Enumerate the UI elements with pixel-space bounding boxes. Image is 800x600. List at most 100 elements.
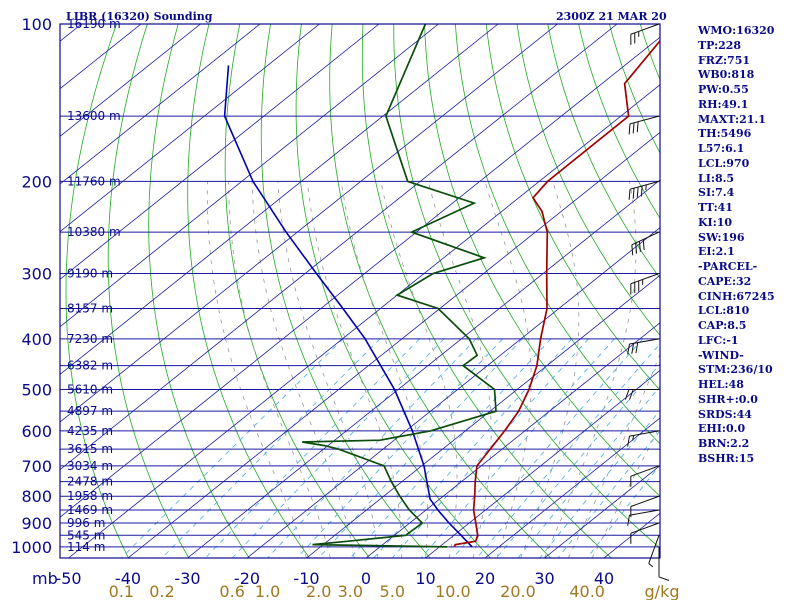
wind-barb-flag xyxy=(631,343,635,354)
isotherm-line xyxy=(246,227,660,558)
pressure-tick-label: 900 xyxy=(21,514,52,533)
wind-barb-flag xyxy=(635,242,638,254)
index-item: PW:0.55 xyxy=(698,83,749,96)
pressure-tick-label: 700 xyxy=(21,457,52,476)
temperature-tick-label: -40 xyxy=(115,569,141,588)
wind-barb-flag xyxy=(632,188,635,199)
wind-barb-staff xyxy=(629,509,660,516)
index-item: WMO:16320 xyxy=(698,24,775,37)
moist-adiabat-line xyxy=(340,181,428,558)
index-item: WB0:818 xyxy=(698,68,755,82)
dry-adiabat-line xyxy=(547,24,660,279)
mixing-ratio-line xyxy=(476,343,660,558)
isotherm-line xyxy=(127,131,660,558)
mixing-ratio-label: 5.0 xyxy=(380,582,405,600)
height-label: 8157 m xyxy=(67,302,113,316)
temperature-tick-label: 20 xyxy=(475,569,495,588)
moist-adiabat-line xyxy=(544,181,637,558)
index-item: L57:6.1 xyxy=(698,142,745,155)
height-label: 2478 m xyxy=(67,475,113,489)
moist-adiabat-line xyxy=(520,181,580,558)
height-label: 10380 m xyxy=(67,225,121,239)
wind-barb-flag xyxy=(642,239,645,251)
chart-grid xyxy=(60,24,660,558)
isotherm-line xyxy=(60,24,201,137)
mixing-ratio-label: 10.0 xyxy=(435,582,471,600)
index-item: -PARCEL- xyxy=(698,260,758,273)
wind-barb xyxy=(630,495,660,518)
wind-barb xyxy=(648,535,660,568)
wind-barb xyxy=(627,338,660,355)
pressure-tick-label: 1000 xyxy=(11,538,52,557)
wind-barb xyxy=(627,509,660,526)
dry-adiabat-line xyxy=(361,24,612,558)
mixing-ratio-line xyxy=(161,338,381,558)
mixing-ratio-unit-label: g/kg xyxy=(645,582,680,600)
isotherm-line xyxy=(60,24,261,185)
dry-adiabat-line xyxy=(609,24,660,154)
station-title: LIBR (16320) Sounding xyxy=(66,10,213,23)
temperature-tick-label: 10 xyxy=(415,569,435,588)
index-item: TP:228 xyxy=(698,38,742,52)
height-label: 6382 m xyxy=(67,359,113,373)
dry-adiabat-line xyxy=(295,24,491,558)
temperature-tick-label: -10 xyxy=(293,569,319,588)
moist-adiabat-line xyxy=(380,181,458,558)
wind-barb-staff xyxy=(648,535,660,564)
dry-adiabat-line xyxy=(224,24,371,558)
isotherm-line xyxy=(187,179,660,558)
wind-barb-staff xyxy=(629,430,660,437)
dewpoint-trace xyxy=(302,24,497,548)
isotherm-line xyxy=(60,24,380,280)
temperature-tick-label: 0 xyxy=(361,569,371,588)
dry-adiabat-line xyxy=(260,24,431,558)
wind-barb-flag xyxy=(631,244,634,256)
height-label: 5610 m xyxy=(67,383,113,397)
moist-adiabat-line xyxy=(206,181,307,558)
dry-adiabat-line xyxy=(578,24,660,219)
wind-barb-flag xyxy=(632,122,635,134)
isotherm-line xyxy=(60,24,439,328)
wind-barb xyxy=(627,430,660,447)
wind-barb xyxy=(624,389,659,400)
pressure-tick-label: 300 xyxy=(21,264,52,283)
wind-barb-flag xyxy=(635,342,639,354)
dry-adiabat-line xyxy=(485,24,660,391)
wind-barb-flag xyxy=(636,121,639,133)
isotherm-line xyxy=(60,36,660,518)
wind-barb-staff xyxy=(629,338,660,345)
wind-barb xyxy=(630,522,660,544)
dry-adiabat-line xyxy=(329,24,552,558)
height-label: 1958 m xyxy=(67,489,113,503)
height-label: 996 m xyxy=(67,516,105,530)
isotherm-line xyxy=(306,274,660,558)
dry-adiabat-line xyxy=(107,24,190,558)
mixing-ratio-line xyxy=(517,386,660,558)
temperature-tick-label: -50 xyxy=(55,569,81,588)
index-item: -WIND- xyxy=(698,348,744,362)
isotherm-line xyxy=(60,24,320,233)
height-label: 11760 m xyxy=(67,174,121,188)
wind-barb-half-flag xyxy=(632,435,635,441)
wind-barb-flag xyxy=(624,389,630,400)
wind-barb-flag xyxy=(627,436,630,447)
index-item: KI:10 xyxy=(698,215,733,229)
temperature-tick-label: -30 xyxy=(174,569,200,588)
wind-barb xyxy=(630,273,660,295)
temperature-tick-label: -20 xyxy=(234,569,260,588)
wind-barb-half-flag xyxy=(648,563,654,568)
wind-barb xyxy=(658,546,670,581)
index-item: SHR+:0.0 xyxy=(698,392,758,406)
wind-barbs xyxy=(624,23,670,581)
index-item: CINH:67245 xyxy=(698,289,775,303)
mixing-ratio-label: 40.0 xyxy=(569,582,605,600)
index-item: EI:2.1 xyxy=(698,245,735,259)
isotherm-line xyxy=(60,24,618,471)
moist-adiabat-line xyxy=(427,181,492,558)
isotherm-line xyxy=(60,24,558,423)
height-label: 7230 m xyxy=(67,332,113,346)
mixing-ratio-label: 1.0 xyxy=(255,582,280,600)
moist-adiabat-line xyxy=(567,352,660,558)
mixing-ratio-label: 2.0 xyxy=(306,582,331,600)
